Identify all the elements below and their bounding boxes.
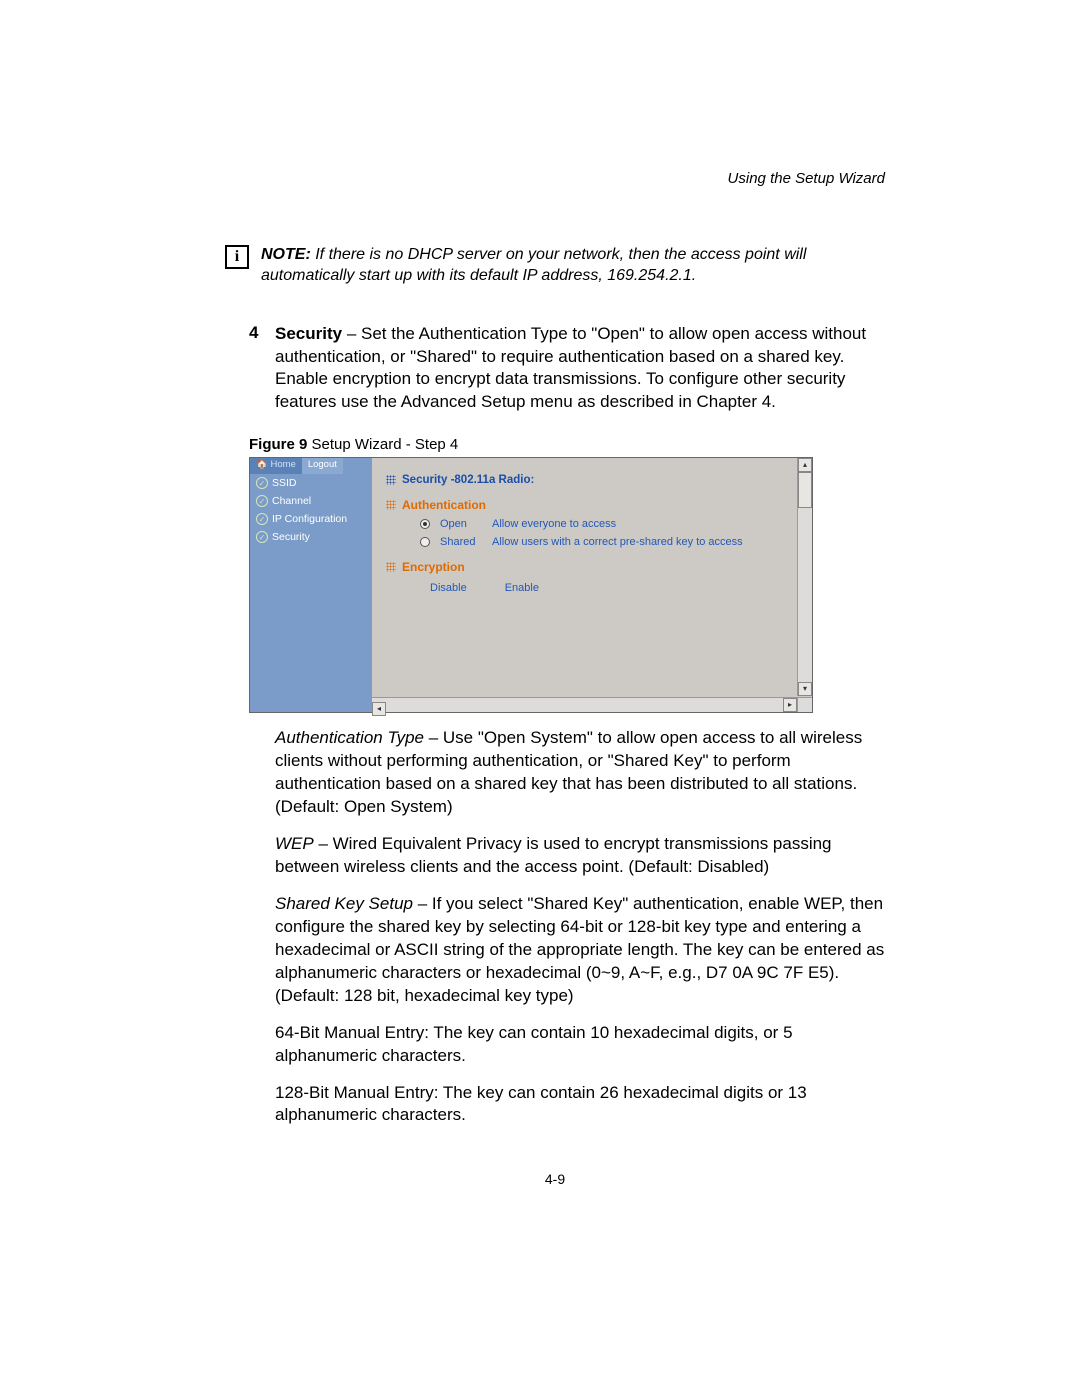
auth-open-option[interactable]: Open Allow everyone to access — [420, 518, 802, 530]
auth-header: Authentication — [386, 498, 802, 512]
wizard-content: Security -802.11a Radio: Authentication … — [372, 458, 812, 712]
step-number: 4 — [249, 323, 275, 415]
para-auth-type: Authentication Type – Use "Open System" … — [275, 727, 885, 819]
step-body: – Set the Authentication Type to "Open" … — [275, 324, 866, 412]
enc-options: Disable Enable — [420, 582, 802, 594]
figure-label: Figure 9 — [249, 436, 307, 453]
scroll-corner — [797, 697, 812, 712]
figure-caption: Figure 9 Setup Wizard - Step 4 — [249, 436, 885, 453]
sidebar-item-ipconfig[interactable]: ✓IP Configuration — [250, 510, 372, 528]
scroll-left-icon[interactable]: ◂ — [372, 702, 386, 716]
page-header: Using the Setup Wizard — [225, 170, 885, 187]
auth-shared-option[interactable]: Shared Allow users with a correct pre-sh… — [420, 536, 802, 548]
page-number: 4-9 — [225, 1171, 885, 1187]
sidebar-item-ssid[interactable]: ✓SSID — [250, 474, 372, 492]
scroll-up-icon[interactable]: ▴ — [798, 458, 812, 472]
step-title: Security — [275, 324, 342, 343]
wizard-sidebar: 🏠 Home Logout ✓SSID ✓Channel ✓IP Configu… — [250, 458, 372, 712]
figure-screenshot: 🏠 Home Logout ✓SSID ✓Channel ✓IP Configu… — [249, 457, 813, 713]
scroll-right-icon[interactable]: ▸ — [783, 698, 797, 712]
vertical-scrollbar[interactable]: ▴ ▾ — [797, 458, 812, 696]
tab-logout[interactable]: Logout — [302, 458, 343, 474]
para-wep: WEP – Wired Equivalent Privacy is used t… — [275, 833, 885, 879]
step-4: 4 Security – Set the Authentication Type… — [249, 323, 885, 415]
info-icon: i — [225, 245, 249, 269]
scroll-thumb[interactable] — [798, 472, 812, 508]
horizontal-scrollbar[interactable]: ◂ ▸ — [372, 697, 797, 712]
tab-home[interactable]: 🏠 Home — [250, 458, 302, 474]
radio-icon — [420, 519, 430, 529]
security-title: Security -802.11a Radio: — [386, 474, 802, 486]
enc-disable[interactable]: Disable — [430, 582, 467, 594]
sidebar-item-channel[interactable]: ✓Channel — [250, 492, 372, 510]
para-128bit: 128-Bit Manual Entry: The key can contai… — [275, 1082, 885, 1128]
note-label: NOTE: — [261, 246, 311, 263]
sidebar-item-security[interactable]: ✓Security — [250, 528, 372, 546]
note-body: If there is no DHCP server on your netwo… — [261, 246, 806, 284]
para-64bit: 64-Bit Manual Entry: The key can contain… — [275, 1022, 885, 1068]
enc-enable[interactable]: Enable — [505, 582, 539, 594]
scroll-down-icon[interactable]: ▾ — [798, 682, 812, 696]
note-block: i NOTE: If there is no DHCP server on yo… — [225, 245, 885, 287]
radio-icon — [420, 537, 430, 547]
figure-caption-text: Setup Wizard - Step 4 — [307, 436, 458, 453]
para-shared-key: Shared Key Setup – If you select "Shared… — [275, 893, 885, 1008]
enc-header: Encryption — [386, 560, 802, 574]
